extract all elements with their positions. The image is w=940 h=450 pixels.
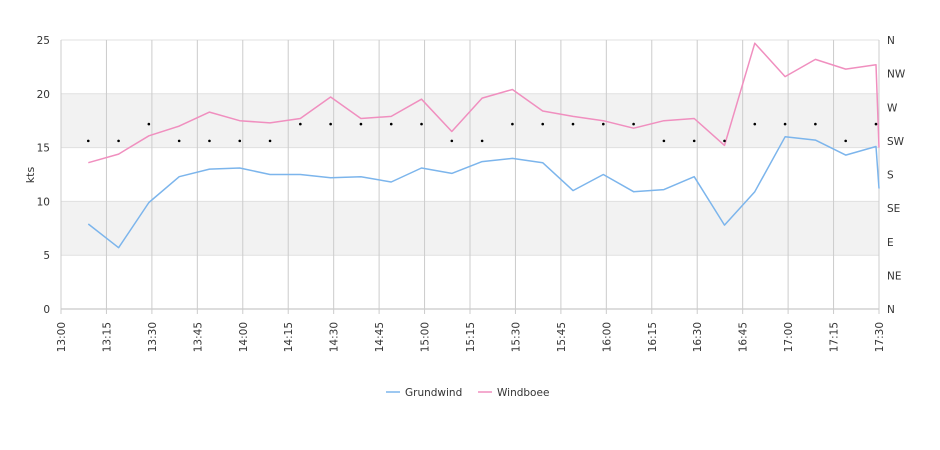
direction-mark (450, 139, 454, 143)
direction-mark (692, 139, 696, 143)
direction-tick-label: E (887, 237, 894, 249)
grid-lines (60, 39, 880, 314)
direction-mark (662, 139, 666, 143)
direction-mark (511, 122, 514, 126)
x-tick-labels: 13:00 13:15 13:30 13:45 14:00 14:15 14:30 14:45… (56, 322, 886, 352)
legend-label: Grundwind (405, 387, 462, 399)
direction-mark (632, 122, 635, 126)
direction-marks (86, 122, 878, 143)
x-tick-label: 17:00 (783, 322, 795, 352)
legend-item-grundwind[interactable]: Grundwind (386, 387, 462, 399)
direction-mark (208, 139, 211, 143)
direction-tick-label: NE (887, 270, 902, 282)
direction-mark (329, 122, 332, 126)
direction-mark (177, 139, 181, 143)
y-tick-labels: 0 5 10 15 20 25 (37, 35, 50, 316)
direction-mark (86, 139, 90, 143)
direction-tick-label: SW (887, 136, 905, 148)
direction-mark (571, 122, 575, 126)
x-tick-label: 14:30 (329, 322, 341, 352)
direction-tick-label: SE (887, 203, 900, 215)
x-tick-label: 13:15 (101, 322, 113, 352)
direction-mark (268, 139, 272, 143)
direction-tick-label: S (887, 170, 894, 182)
direction-mark (783, 122, 787, 126)
direction-mark (389, 122, 393, 126)
legend-label: Windboee (497, 387, 549, 399)
direction-mark (299, 122, 302, 126)
x-tick-label: 14:15 (283, 322, 295, 352)
y-tick-label: 5 (43, 250, 50, 262)
series-line-grundwind (87, 136, 880, 249)
x-tick-label: 15:30 (510, 322, 522, 352)
x-tick-label: 15:15 (465, 322, 477, 352)
direction-mark (238, 139, 242, 143)
x-tick-label: 13:45 (192, 322, 204, 352)
direction-mark (602, 122, 605, 126)
direction-tick-label: N (887, 35, 895, 47)
legend[interactable]: Grundwind Windboee (386, 387, 549, 399)
direction-mark (541, 122, 545, 126)
x-tick-label: 14:00 (238, 322, 250, 352)
series-line-windboee (88, 42, 880, 164)
direction-tick-label: N (887, 304, 895, 316)
direction-mark (844, 139, 847, 143)
x-tick-label: 17:15 (829, 322, 841, 352)
y-tick-label: 20 (37, 89, 50, 101)
series-lines (87, 42, 880, 249)
y-tick-label: 15 (37, 143, 50, 155)
x-tick-label: 13:00 (56, 322, 68, 352)
y-tick-label: 0 (43, 304, 50, 316)
x-tick-label: 16:45 (738, 322, 750, 352)
direction-mark (723, 139, 726, 143)
x-tick-label: 16:15 (647, 322, 659, 352)
direction-mark (420, 122, 423, 126)
direction-mark (117, 139, 120, 143)
direction-tick-label: W (887, 102, 898, 114)
direction-tick-label: NW (887, 69, 906, 81)
direction-mark (814, 122, 817, 126)
x-tick-label: 15:45 (556, 322, 568, 352)
y-tick-label: 25 (37, 35, 50, 47)
direction-mark (874, 122, 878, 126)
y-axis-label: kts (24, 167, 37, 184)
direction-mark (359, 122, 363, 126)
y-tick-label: 10 (37, 196, 50, 208)
direction-mark (147, 122, 151, 126)
direction-mark (753, 122, 757, 126)
direction-axis-labels: N NE E SE S SW W NW N (887, 35, 906, 316)
x-tick-label: 15:00 (420, 322, 432, 352)
direction-mark (480, 139, 484, 143)
x-tick-label: 17:30 (874, 322, 886, 352)
legend-item-windboee[interactable]: Windboee (478, 387, 549, 399)
x-tick-label: 16:30 (692, 322, 704, 352)
x-tick-label: 16:00 (601, 322, 613, 352)
x-tick-label: 13:30 (147, 322, 159, 352)
x-tick-label: 14:45 (374, 322, 386, 352)
